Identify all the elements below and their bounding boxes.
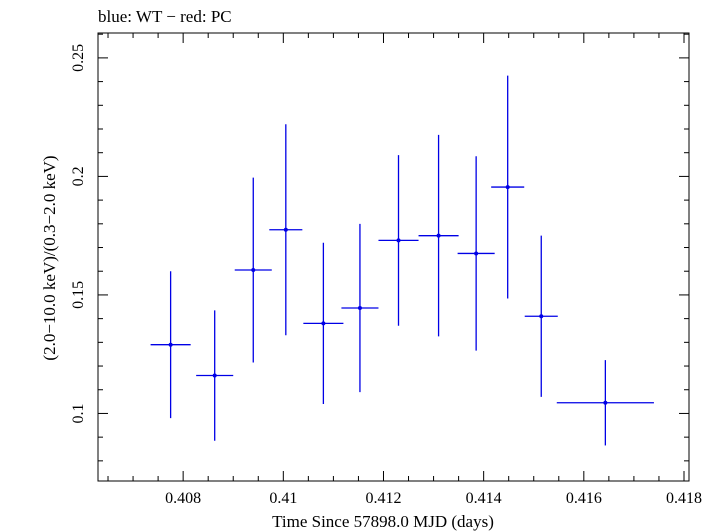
data-series — [150, 75, 654, 446]
data-point — [418, 134, 459, 337]
data-marker — [474, 251, 479, 256]
series-wt — [150, 75, 654, 446]
data-marker — [357, 305, 362, 310]
y-tick-label: 0.15 — [70, 281, 87, 309]
data-marker — [396, 238, 401, 243]
data-point — [150, 271, 191, 419]
data-point — [378, 155, 419, 326]
data-marker — [168, 342, 173, 347]
x-tick-label: 0.416 — [566, 490, 602, 507]
y-tick-label: 0.1 — [70, 403, 87, 423]
x-tick-label: 0.418 — [666, 490, 702, 507]
data-point — [524, 235, 558, 397]
data-marker — [212, 373, 217, 378]
axis-ticks: 0.408 0.41 0.412 0.414 0.416 0.418 0.1 0.15 0.2 0… — [70, 33, 702, 507]
data-point — [556, 360, 654, 446]
y-tick-label: 0.2 — [70, 166, 87, 186]
data-marker — [283, 227, 288, 232]
x-tick-label: 0.408 — [165, 490, 201, 507]
data-point — [234, 177, 272, 363]
data-point — [303, 242, 344, 404]
x-tick-label: 0.412 — [365, 490, 401, 507]
data-point — [196, 310, 234, 441]
x-tick-label: 0.41 — [269, 490, 297, 507]
data-marker — [436, 233, 441, 238]
data-marker — [539, 314, 544, 319]
data-point — [457, 156, 495, 351]
data-marker — [251, 268, 256, 273]
data-marker — [321, 321, 326, 326]
chart-title: blue: WT − red: PC — [98, 7, 232, 26]
x-tick-label: 0.414 — [466, 490, 502, 507]
data-point — [341, 223, 379, 393]
y-axis-label: (2.0−10.0 keV)/(0.3−2.0 keV) — [40, 155, 59, 360]
data-point — [491, 75, 525, 299]
data-marker — [603, 400, 608, 405]
data-marker — [505, 185, 510, 190]
x-axis-label: Time Since 57898.0 MJD (days) — [272, 512, 494, 531]
plot-frame — [97, 32, 690, 482]
data-point — [269, 124, 303, 336]
y-tick-label: 0.25 — [70, 44, 87, 72]
